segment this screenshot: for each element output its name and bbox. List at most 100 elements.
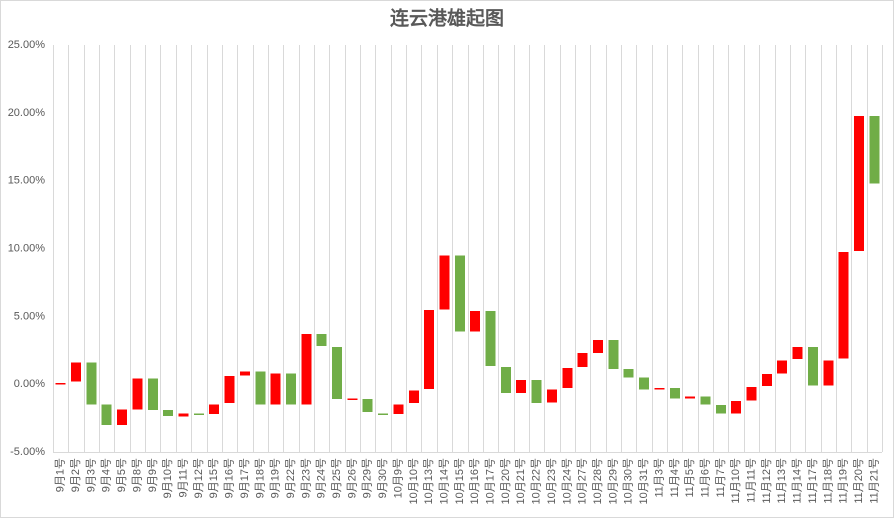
x-tick-label: 10月23号 <box>545 458 558 504</box>
bar-47 <box>761 373 772 387</box>
x-tick-label: 11月10号 <box>729 458 742 504</box>
bar-40 <box>654 388 665 390</box>
x-tick-label: 9月9号 <box>146 458 159 492</box>
bar-27 <box>454 255 465 332</box>
x-tick-label: 9月1号 <box>54 458 67 492</box>
x-tick-label: 10月22号 <box>530 458 543 504</box>
x-tick-label: 9月18号 <box>253 458 266 498</box>
y-tick-label: 20.00% <box>8 107 46 119</box>
bar-26 <box>439 255 450 310</box>
x-tick-label: 9月19号 <box>269 458 282 498</box>
bar-34 <box>562 367 573 389</box>
bar-8 <box>163 409 174 417</box>
bar-21 <box>362 399 373 412</box>
bar-50 <box>807 346 818 386</box>
bar-33 <box>546 389 557 403</box>
x-tick-label: 10月27号 <box>576 458 589 504</box>
bar-51 <box>823 360 834 386</box>
bar-48 <box>777 360 788 374</box>
bar-37 <box>608 340 619 370</box>
bar-28 <box>470 310 481 332</box>
x-tick-label: 10月28号 <box>591 458 604 504</box>
bar-39 <box>639 377 650 390</box>
bar-25 <box>424 310 435 389</box>
bar-3 <box>86 362 97 405</box>
x-tick-label: 11月7号 <box>714 458 727 498</box>
y-tick-label: 0.00% <box>14 378 45 390</box>
x-tick-label: 9月12号 <box>192 458 205 498</box>
bar-43 <box>700 396 711 405</box>
bar-36 <box>592 340 603 353</box>
bar-42 <box>685 396 696 399</box>
bar-53 <box>853 116 864 252</box>
x-tick-label: 11月4号 <box>668 458 681 498</box>
bar-12 <box>224 376 235 404</box>
x-tick-label: 11月5号 <box>683 458 696 498</box>
x-tick-label: 9月8号 <box>130 458 143 492</box>
bar-31 <box>516 380 527 393</box>
bar-38 <box>623 369 634 378</box>
x-tick-label: 11月11号 <box>745 458 758 503</box>
bar-1 <box>55 382 66 385</box>
bar-17 <box>301 333 312 405</box>
x-tick-label: 9月16号 <box>223 458 236 498</box>
bar-10 <box>193 413 204 415</box>
bar-2 <box>71 362 82 382</box>
bar-52 <box>838 251 849 359</box>
x-tick-label: 11月3号 <box>652 458 665 498</box>
bar-54 <box>869 116 880 184</box>
x-tick-label: 10月15号 <box>453 458 466 504</box>
x-tick-label: 9月26号 <box>345 458 358 498</box>
x-tick-label: 10月9号 <box>391 458 404 498</box>
x-tick-label: 10月10号 <box>407 458 420 504</box>
x-tick-label: 10月16号 <box>468 458 481 504</box>
x-tick-label: 9月23号 <box>299 458 312 498</box>
bar-32 <box>531 380 542 404</box>
x-tick-label: 10月14号 <box>437 458 450 504</box>
x-tick-label: 10月21号 <box>514 458 527 504</box>
bar-24 <box>408 390 419 404</box>
x-tick-label: 10月31号 <box>637 458 650 504</box>
x-tick-label: 10月13号 <box>422 458 435 504</box>
bar-5 <box>117 409 128 425</box>
x-tick-label: 11月21号 <box>867 458 880 504</box>
bar-29 <box>485 310 496 366</box>
bar-49 <box>792 346 803 360</box>
chart-title: 连云港雄起图 <box>390 7 504 30</box>
y-axis: -5.00% 0.00% 5.00% 10.00% 15.00% 20.00% 25.00% <box>8 39 46 458</box>
bar-13 <box>239 371 250 376</box>
bar-44 <box>715 405 726 414</box>
bar-19 <box>332 346 343 400</box>
x-tick-label: 9月15号 <box>207 458 220 498</box>
bar-16 <box>285 373 296 405</box>
x-tick-label: 9月24号 <box>315 458 328 498</box>
x-tick-label: 11月12号 <box>760 458 773 504</box>
x-tick-label: 11月13号 <box>775 458 788 504</box>
x-tick-label: 9月22号 <box>284 458 297 498</box>
bar-45 <box>731 401 742 414</box>
bar-46 <box>746 386 757 401</box>
x-tick-label: 9月2号 <box>69 458 82 492</box>
x-axis: 9月1号 9月2号 9月3号 9月4号 9月5号 9月8号 9月9号 9月10号 9月11号 9月… <box>54 458 881 504</box>
x-tick-label: 10月30号 <box>622 458 635 504</box>
bar-9 <box>178 413 189 417</box>
x-tick-label: 11月19号 <box>837 458 850 504</box>
x-tick-label: 9月10号 <box>161 458 174 498</box>
y-tick-label: 5.00% <box>14 310 45 322</box>
bar-11 <box>209 404 220 415</box>
bar-14 <box>255 371 266 405</box>
x-tick-label: 9月4号 <box>100 458 113 492</box>
y-tick-label: 10.00% <box>8 243 46 255</box>
x-tick-label: 11月14号 <box>791 458 804 504</box>
x-tick-label: 10月17号 <box>484 458 497 504</box>
y-tick-label: -5.00% <box>10 446 45 458</box>
bar-18 <box>316 333 327 347</box>
x-tick-label: 9月5号 <box>115 458 128 492</box>
x-tick-label: 11月17号 <box>806 458 819 504</box>
x-tick-label: 9月3号 <box>84 458 97 492</box>
x-tick-label: 11月6号 <box>698 458 711 498</box>
x-tick-label: 9月30号 <box>376 458 389 498</box>
x-tick-label: 10月29号 <box>606 458 619 504</box>
x-tick-label: 10月24号 <box>560 458 573 504</box>
